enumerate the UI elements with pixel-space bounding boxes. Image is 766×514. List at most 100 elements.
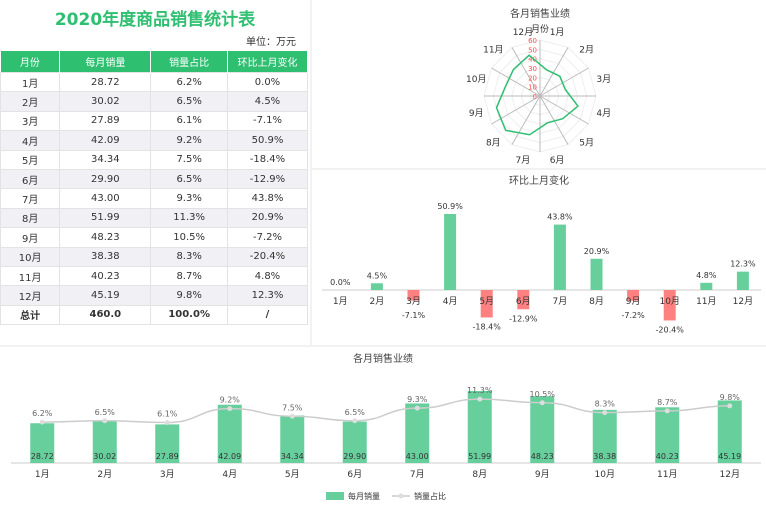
table-cell: -7.1%	[226, 110, 309, 132]
legend-label: 销量占比	[414, 491, 446, 501]
x-tick-label: 5月	[285, 469, 300, 480]
total-cell: 460.0	[59, 304, 152, 326]
line-data-label: 9.2%	[220, 396, 241, 405]
line-point	[727, 403, 733, 409]
table-cell: 9.3%	[150, 188, 228, 209]
data-label: 20.9%	[584, 247, 610, 256]
x-tick-label: 11月	[696, 296, 716, 307]
table-row: 7月 43.00 9.3% 43.8%	[0, 188, 309, 209]
table-cell: -18.4%	[226, 149, 309, 170]
unit-label: 单位：万元	[246, 37, 296, 48]
legend-line-marker	[398, 493, 404, 499]
bar	[553, 224, 566, 290]
table-cell: 10.5%	[150, 227, 228, 248]
line-point	[289, 413, 295, 419]
x-tick-label: 1月	[333, 296, 348, 307]
data-label: -7.2%	[621, 311, 645, 320]
table-cell: -20.4%	[226, 246, 309, 267]
table-row: 9月 48.23 10.5% -7.2%	[0, 227, 309, 248]
line-point	[39, 419, 45, 425]
table-cell: 8月	[0, 207, 61, 229]
line-point	[602, 410, 608, 416]
x-tick-label: 4月	[443, 296, 458, 307]
line-data-label: 6.2%	[32, 409, 53, 418]
x-tick-label: 12月	[733, 296, 753, 307]
data-label: 12.3%	[730, 260, 756, 269]
table-cell: 6.2%	[150, 71, 228, 93]
x-tick-label: 9月	[626, 296, 641, 307]
bar	[155, 424, 180, 463]
bar	[517, 290, 530, 310]
chart-title: 各月销售业绩	[353, 352, 413, 365]
line-data-label: 10.5%	[530, 390, 556, 399]
table-cell: 42.09	[59, 130, 152, 151]
data-label: -12.9%	[509, 314, 538, 323]
x-tick-label: 5月	[479, 296, 494, 307]
table-cell: 4.5%	[226, 91, 309, 112]
table-cell: 4.8%	[226, 265, 309, 287]
table-cell: 6月	[0, 168, 61, 190]
line-data-label: 9.3%	[407, 395, 428, 404]
table-row: 8月 51.99 11.3% 20.9%	[0, 207, 309, 229]
column-header: 环比上月变化	[227, 51, 309, 73]
bar	[655, 407, 680, 463]
bar-data-label: 42.09	[218, 452, 241, 461]
line-data-label: 11.3%	[467, 386, 493, 395]
line-point	[664, 408, 670, 414]
radar-series-line	[495, 54, 579, 136]
radar-category-label: 1月	[550, 27, 565, 38]
bar-data-label: 51.99	[468, 452, 491, 461]
table-cell: 3月	[0, 110, 61, 132]
radar-axis	[539, 95, 569, 145]
line-point	[539, 400, 545, 406]
x-tick-label: 12月	[720, 469, 740, 480]
table-cell: 11月	[0, 265, 61, 287]
radar-tick-label: 30	[528, 65, 537, 73]
radar-category-label: 12月	[513, 27, 533, 38]
table-cell: 12.3%	[226, 285, 309, 306]
total-cell: 100.0%	[150, 304, 228, 326]
line-data-label: 6.5%	[345, 408, 366, 417]
table-row: 4月 42.09 9.2% 50.9%	[0, 130, 309, 151]
table-cell: 6.5%	[150, 91, 228, 112]
bar-data-label: 29.90	[343, 452, 366, 461]
table-cell: 8.3%	[150, 246, 228, 267]
x-tick-label: 3月	[406, 296, 421, 307]
bar-data-label: 48.23	[531, 452, 554, 461]
x-tick-label: 7月	[410, 469, 425, 480]
x-tick-label: 10月	[595, 469, 615, 480]
table-cell: 1月	[0, 71, 61, 93]
radar-category-label: 11月	[483, 44, 503, 55]
legend-bar-swatch	[326, 492, 344, 500]
table-cell: 43.8%	[226, 188, 309, 209]
bar	[217, 404, 242, 463]
total-cell: /	[226, 304, 309, 326]
radar-category-label: 2月	[579, 44, 594, 55]
line-data-label: 8.3%	[595, 400, 616, 409]
x-tick-label: 2月	[370, 296, 385, 307]
sales-table-panel: 2020年度商品销售统计表 单位：万元 月份 每月销量 销量占比 环比上月变化 1月 2…	[0, 0, 310, 345]
data-label: 50.9%	[437, 202, 463, 211]
line-series	[42, 398, 730, 424]
column-header: 月份	[0, 51, 61, 73]
table-cell: -12.9%	[226, 168, 309, 190]
table-cell: 48.23	[59, 227, 152, 248]
radar-axis	[539, 95, 589, 125]
bar-data-label: 45.19	[718, 452, 741, 461]
radar-axis	[491, 67, 541, 97]
table-cell: 10月	[0, 246, 61, 267]
sales-table: 月份 每月销量 销量占比 环比上月变化 1月 28.72 6.2% 0.0% 2月 30.02 6…	[0, 51, 309, 326]
line-data-label: 8.7%	[657, 398, 678, 407]
table-row: 6月 29.90 6.5% -12.9%	[0, 168, 309, 190]
line-point	[477, 396, 483, 402]
line-data-label: 7.5%	[282, 403, 303, 412]
x-tick-label: 8月	[589, 296, 604, 307]
table-cell: 8.7%	[150, 265, 228, 287]
radar-axis	[539, 67, 589, 97]
combo-chart-panel: 各月销售业绩 28.72 1月 30.02 2月 27.89 3月 42.09 4月 34.34 5…	[0, 347, 766, 514]
bar	[700, 282, 713, 290]
chart-title: 各月销售业绩	[510, 7, 570, 20]
bar-data-label: 28.72	[31, 452, 54, 461]
table-cell: 2月	[0, 91, 61, 112]
total-cell: 总计	[0, 304, 61, 326]
